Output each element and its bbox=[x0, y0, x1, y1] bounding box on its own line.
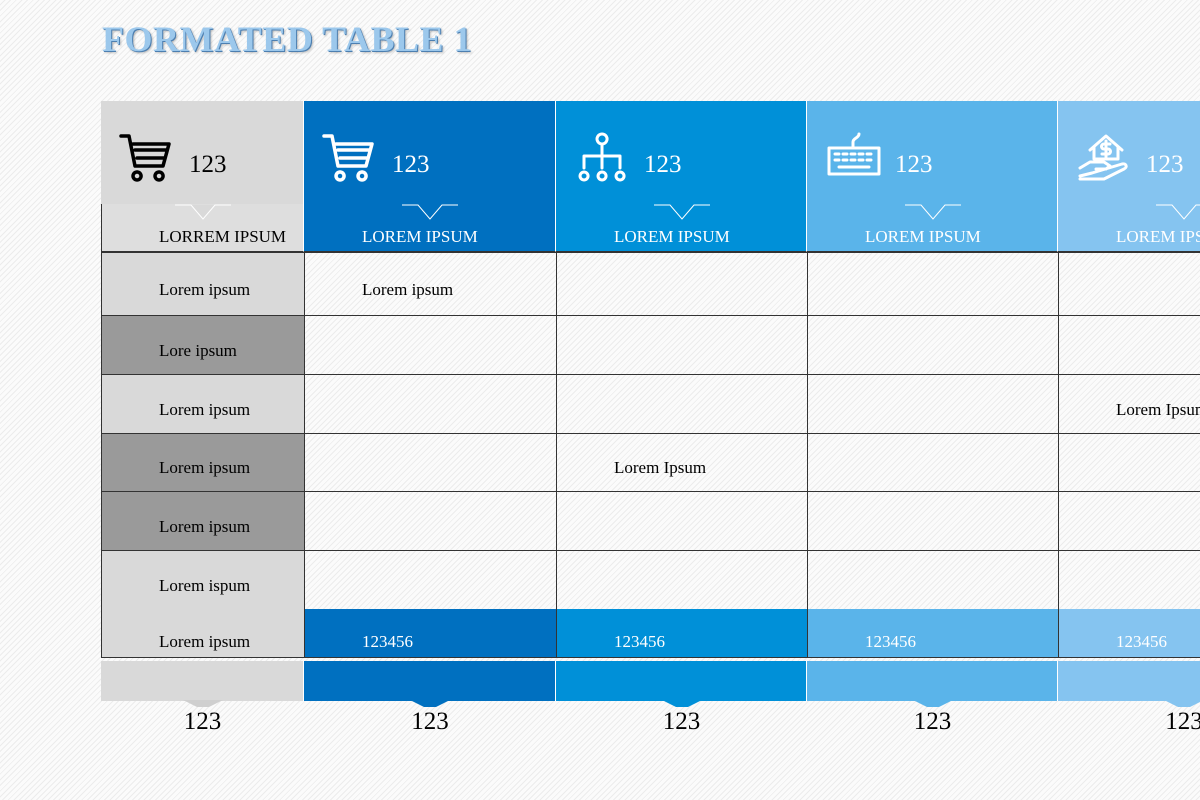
header-value: 123 bbox=[392, 151, 430, 178]
table-cell bbox=[304, 315, 557, 375]
header-value: 123 bbox=[644, 151, 682, 178]
table-cell bbox=[556, 315, 808, 375]
pointer bbox=[912, 700, 953, 707]
column-heading: LOREM IPSUM bbox=[1116, 227, 1200, 246]
header-value: 123 bbox=[895, 151, 933, 178]
pointer bbox=[1164, 700, 1200, 707]
header-value: 123 bbox=[1146, 151, 1184, 178]
table-cell bbox=[556, 550, 808, 610]
bottom-bar bbox=[1058, 661, 1200, 701]
total-cell bbox=[304, 609, 557, 658]
table-cell bbox=[1058, 315, 1200, 375]
table-cell bbox=[807, 550, 1059, 610]
table-cell bbox=[1058, 550, 1200, 610]
total-value: 123456 bbox=[362, 632, 413, 651]
bottom-bar bbox=[304, 661, 556, 701]
table-cell bbox=[807, 374, 1059, 434]
column-heading: LOREM IPSUM bbox=[362, 227, 478, 246]
pointer bbox=[661, 700, 702, 707]
table-cell bbox=[101, 315, 305, 375]
pointer bbox=[182, 700, 223, 707]
bottom-bar bbox=[101, 661, 304, 701]
column-icon bbox=[1078, 134, 1128, 181]
table-cell bbox=[304, 374, 557, 434]
pointer bbox=[410, 700, 450, 707]
table-cell bbox=[807, 252, 1059, 316]
header-cell bbox=[807, 101, 1058, 204]
notch bbox=[653, 204, 710, 220]
total-value: 123456 bbox=[865, 632, 916, 651]
column-icon bbox=[119, 134, 171, 182]
table-cell bbox=[807, 433, 1059, 492]
slide-title: FORMATED TABLE 1 bbox=[102, 19, 473, 59]
total-value: 123456 bbox=[1116, 632, 1167, 651]
row-label: Lorem ipsum bbox=[159, 399, 251, 419]
cell-text: Lorem Ipsum bbox=[614, 458, 707, 477]
column-heading: LOREM IPSUM bbox=[865, 227, 981, 246]
column-heading: LORREM IPSUM bbox=[159, 227, 287, 246]
heading-cell bbox=[1058, 204, 1200, 252]
table-cell bbox=[1058, 252, 1200, 316]
table-cell bbox=[1058, 433, 1200, 492]
row-label: Lore ipsum bbox=[159, 340, 237, 360]
notch bbox=[174, 204, 231, 220]
row-label: Lorem ipsum bbox=[159, 279, 251, 299]
table-cell bbox=[556, 491, 808, 551]
table-cell bbox=[304, 433, 557, 492]
table-cell bbox=[556, 252, 808, 316]
bottom-bar bbox=[556, 661, 807, 701]
column-icon bbox=[827, 132, 881, 176]
row-label: Lorem ipsum bbox=[159, 458, 251, 477]
bottom-value: 123 bbox=[662, 708, 701, 735]
column-icon bbox=[322, 134, 374, 182]
table-cell bbox=[101, 374, 305, 434]
notch bbox=[402, 204, 458, 220]
header-cell bbox=[101, 101, 304, 204]
table-cell bbox=[304, 491, 557, 551]
total-cell bbox=[101, 609, 305, 658]
table-cell bbox=[807, 491, 1059, 551]
bottom-value: 123 bbox=[913, 708, 952, 735]
cell-text: Lorem ipsum bbox=[362, 279, 454, 299]
table-cell bbox=[807, 315, 1059, 375]
row-label: Lorem ispum bbox=[159, 575, 251, 595]
table-cell bbox=[101, 550, 305, 610]
cell-text: Lorem Ipsum bbox=[1116, 399, 1200, 419]
header-cell bbox=[304, 101, 556, 204]
header-cell bbox=[556, 101, 807, 204]
total-cell bbox=[556, 609, 808, 658]
header-value: 123 bbox=[189, 151, 227, 178]
notch bbox=[904, 204, 961, 220]
bottom-value: 123 bbox=[411, 708, 449, 735]
bottom-value: 123 bbox=[1165, 708, 1200, 735]
table-cell bbox=[1058, 491, 1200, 551]
total-label: Lorem ipsum bbox=[159, 632, 251, 651]
notch bbox=[1156, 204, 1200, 220]
total-cell bbox=[807, 609, 1059, 658]
bottom-value: 123 bbox=[183, 708, 222, 735]
total-value: 123456 bbox=[614, 632, 665, 651]
total-cell bbox=[1058, 609, 1200, 658]
row-label: Lorem ipsum bbox=[159, 516, 251, 536]
column-heading: LOREM IPSUM bbox=[614, 227, 730, 246]
header-cell bbox=[1058, 101, 1200, 204]
column-icon bbox=[578, 132, 626, 182]
bottom-bar bbox=[807, 661, 1058, 701]
table-cell bbox=[304, 550, 557, 610]
table-cell bbox=[101, 491, 305, 551]
table-cell bbox=[556, 374, 808, 434]
